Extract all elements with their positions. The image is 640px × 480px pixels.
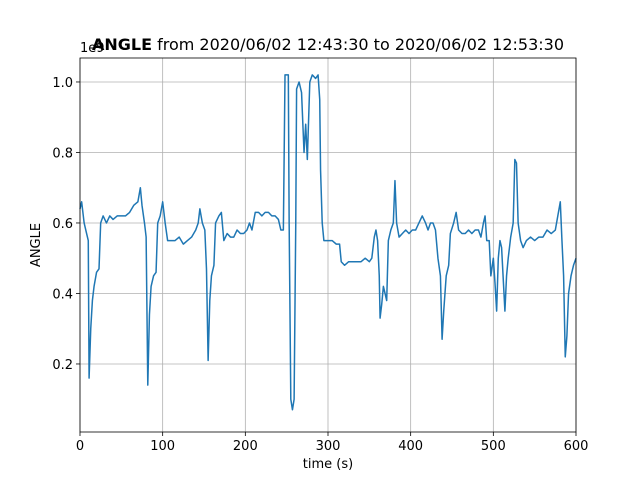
y-offset: 1e9 bbox=[80, 41, 105, 56]
y-tick-label: 0.2 bbox=[52, 358, 73, 373]
x-tick-label: 100 bbox=[150, 439, 175, 454]
x-tick-label: 0 bbox=[76, 439, 84, 454]
title-bold: ANGLE bbox=[92, 35, 152, 54]
x-tick-label: 500 bbox=[481, 439, 506, 454]
y-tick-label: 0.6 bbox=[52, 217, 73, 232]
data-line bbox=[79, 74, 577, 411]
y-tick-label: 0.8 bbox=[52, 146, 73, 161]
y-tick-label: 0.4 bbox=[52, 287, 73, 302]
plot-frame bbox=[79, 57, 577, 433]
x-tick-label: 200 bbox=[233, 439, 258, 454]
title-rest: from 2020/06/02 12:43:30 to 2020/06/02 1… bbox=[157, 35, 564, 54]
y-axis-label: ANGLE bbox=[29, 223, 44, 267]
title-backdrop bbox=[150, 32, 580, 54]
chart-title: ANGLE from 2020/06/02 12:43:30 to 2020/0… bbox=[92, 35, 564, 54]
x-tick-label: 300 bbox=[316, 439, 341, 454]
x-axis-label: time (s) bbox=[303, 457, 353, 472]
x-tick-label: 600 bbox=[564, 439, 589, 454]
x-tick-label: 400 bbox=[398, 439, 423, 454]
y-tick-label: 1.0 bbox=[52, 76, 73, 91]
